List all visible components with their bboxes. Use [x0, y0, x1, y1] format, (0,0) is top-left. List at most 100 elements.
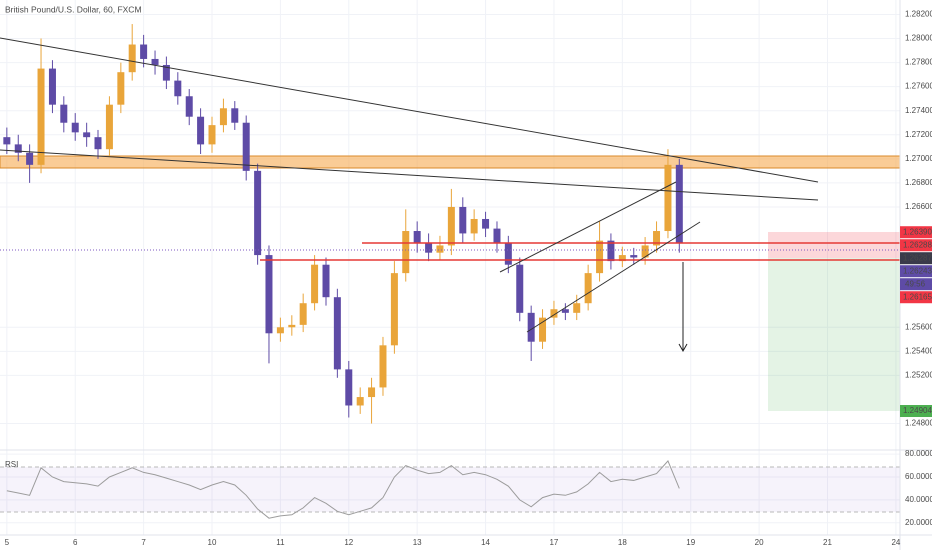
candle-body: [162, 64, 170, 81]
price-label: 1.24904: [903, 406, 932, 415]
x-tick-label: 21: [823, 538, 832, 547]
candles: [3, 24, 683, 424]
candle-body: [630, 255, 638, 258]
candle-body: [368, 387, 376, 398]
candle-body: [242, 122, 250, 171]
candle-body: [197, 116, 205, 145]
price-label: 1.26243: [903, 266, 932, 275]
candle-body: [322, 264, 330, 298]
candle-body: [402, 231, 410, 274]
y-tick-label: 1.26800: [905, 178, 932, 187]
trend-line: [0, 37, 819, 183]
rsi-tick-label: 80.0000: [905, 449, 932, 458]
price-label-box: [900, 405, 932, 418]
candle-body: [470, 218, 478, 234]
candle-body: [447, 206, 455, 246]
candle-body: [94, 137, 102, 150]
candle-body: [675, 164, 683, 244]
candle-body: [641, 245, 649, 258]
x-tick-label: 10: [208, 538, 217, 547]
candle-body: [3, 137, 11, 145]
candle-body: [60, 104, 68, 123]
candle-body: [288, 324, 296, 328]
candle-body: [174, 80, 182, 97]
y-tick-label: 1.28200: [905, 10, 932, 19]
x-tick-label: 7: [141, 538, 146, 547]
candle-body: [140, 44, 148, 59]
x-tick-label: 14: [481, 538, 490, 547]
trend-line: [0, 149, 819, 201]
candle-body: [356, 397, 364, 406]
y-tick-label: 1.27600: [905, 82, 932, 91]
rsi-tick-label: 40.0000: [905, 495, 932, 504]
grid: [0, 0, 900, 535]
rsi-label: RSI: [5, 460, 18, 469]
channel-line: [499, 181, 677, 273]
y-tick-label: 1.25400: [905, 346, 932, 355]
rsi-band: [0, 467, 900, 512]
candle-body: [527, 312, 535, 342]
y-tick-label: 1.25600: [905, 322, 932, 331]
candle-body: [607, 240, 615, 262]
candle-body: [208, 125, 216, 145]
candle-body: [48, 68, 56, 105]
price-label-box: [900, 226, 932, 239]
x-tick-label: 20: [755, 538, 764, 547]
chart-title: British Pound/U.S. Dollar, 60, FXCM: [5, 4, 142, 14]
price-label-box: [900, 252, 932, 265]
candle-body: [128, 44, 136, 73]
candle-body: [618, 255, 626, 262]
candle-body: [390, 273, 398, 346]
candle-body: [482, 218, 490, 229]
candle-body: [83, 132, 91, 138]
x-tick-label: 6: [73, 538, 78, 547]
y-tick-label: 1.27800: [905, 58, 932, 67]
price-label-box: [900, 291, 932, 304]
candle-body: [105, 104, 113, 150]
price-label: 1.26165: [903, 292, 932, 301]
y-tick-label: 1.25200: [905, 371, 932, 380]
risk-zone: [768, 232, 900, 258]
candle-body: [71, 122, 79, 133]
x-tick-label: 18: [618, 538, 627, 547]
y-tick-label: 1.27400: [905, 106, 932, 115]
candle-body: [117, 72, 125, 105]
candle-body: [573, 303, 581, 313]
x-tick-label: 17: [549, 538, 558, 547]
price-label: 1.26287: [903, 253, 932, 262]
candle-body: [311, 264, 319, 304]
y-tick-label: 1.27000: [905, 154, 932, 163]
arrow-head: [678, 343, 688, 353]
channel-line: [526, 221, 701, 333]
candle-body: [231, 108, 239, 123]
price-label: 1.26390: [903, 227, 932, 236]
price-label: 1.26288: [903, 240, 932, 249]
rsi-tick-label: 60.0000: [905, 472, 932, 481]
candle-body: [379, 345, 387, 388]
candle-body: [653, 231, 661, 246]
price-label-box: [900, 239, 932, 252]
candle-body: [26, 152, 34, 165]
candle-body: [265, 255, 273, 334]
candle-body: [333, 297, 341, 370]
candle-body: [14, 144, 22, 153]
candle-body: [596, 240, 604, 274]
x-tick-label: 13: [413, 538, 422, 547]
price-label-box: [900, 265, 932, 278]
candle-body: [561, 309, 569, 313]
candle-body: [584, 273, 592, 304]
candle-body: [493, 228, 501, 244]
y-tick-label: 1.26600: [905, 202, 932, 211]
rsi-tick-label: 20.0000: [905, 518, 932, 527]
candle-body: [504, 243, 512, 265]
x-tick-label: 19: [686, 538, 695, 547]
candle-body: [425, 243, 433, 253]
y-tick-label: 1.27200: [905, 130, 932, 139]
candle-body: [413, 231, 421, 244]
candle-body: [185, 96, 193, 117]
candle-body: [550, 309, 558, 318]
candle-body: [254, 170, 262, 256]
x-tick-label: 11: [276, 538, 285, 547]
